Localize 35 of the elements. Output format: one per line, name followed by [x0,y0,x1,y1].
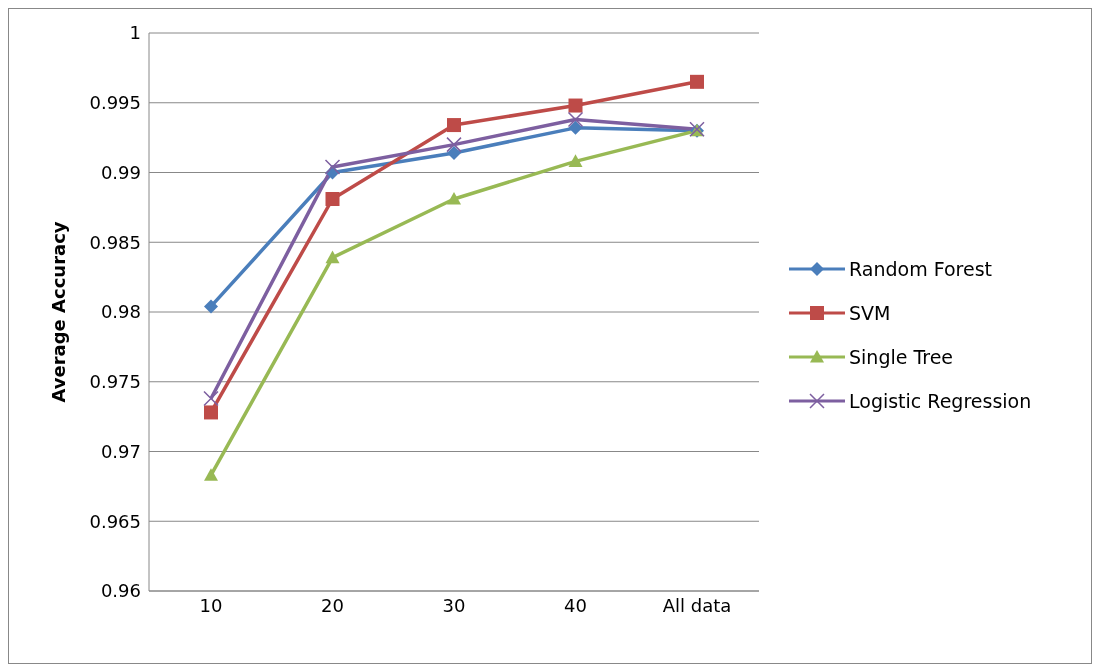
y-tick-label: 0.96 [100,580,141,602]
y-axis-title: Average Accuracy [48,221,70,403]
legend-label: Random Forest [849,258,993,280]
point [204,468,218,481]
x-tick-label: 40 [564,594,587,616]
y-tick-label: 0.975 [89,371,141,393]
point [447,118,461,133]
point [324,159,341,175]
point [568,154,583,167]
x-tick-label: 10 [199,594,223,616]
point [447,145,461,160]
y-tick-label: 0.97 [100,440,141,462]
point [325,192,340,207]
point [203,390,219,407]
legend-label: Logistic Regression [849,390,1032,412]
point [568,98,583,113]
y-tick-label: 0.985 [89,231,141,253]
point [447,192,461,205]
point [568,120,583,135]
point [446,136,462,153]
y-tick-label: 1 [129,22,141,44]
legend-label: Single Tree [849,346,954,368]
x-tick-label: All data [662,594,732,616]
y-tick-label: 0.99 [100,161,141,183]
point [204,405,218,420]
y-tick-label: 0.965 [89,510,141,532]
y-tick-label: 0.98 [100,301,141,323]
x-tick-label: 20 [321,594,344,616]
legend-label: SVM [849,302,891,324]
point [204,299,218,314]
y-tick-label: 0.995 [89,92,141,114]
point [567,111,584,128]
x-tick-label: 30 [442,594,466,616]
point [690,74,704,89]
point [325,250,340,264]
